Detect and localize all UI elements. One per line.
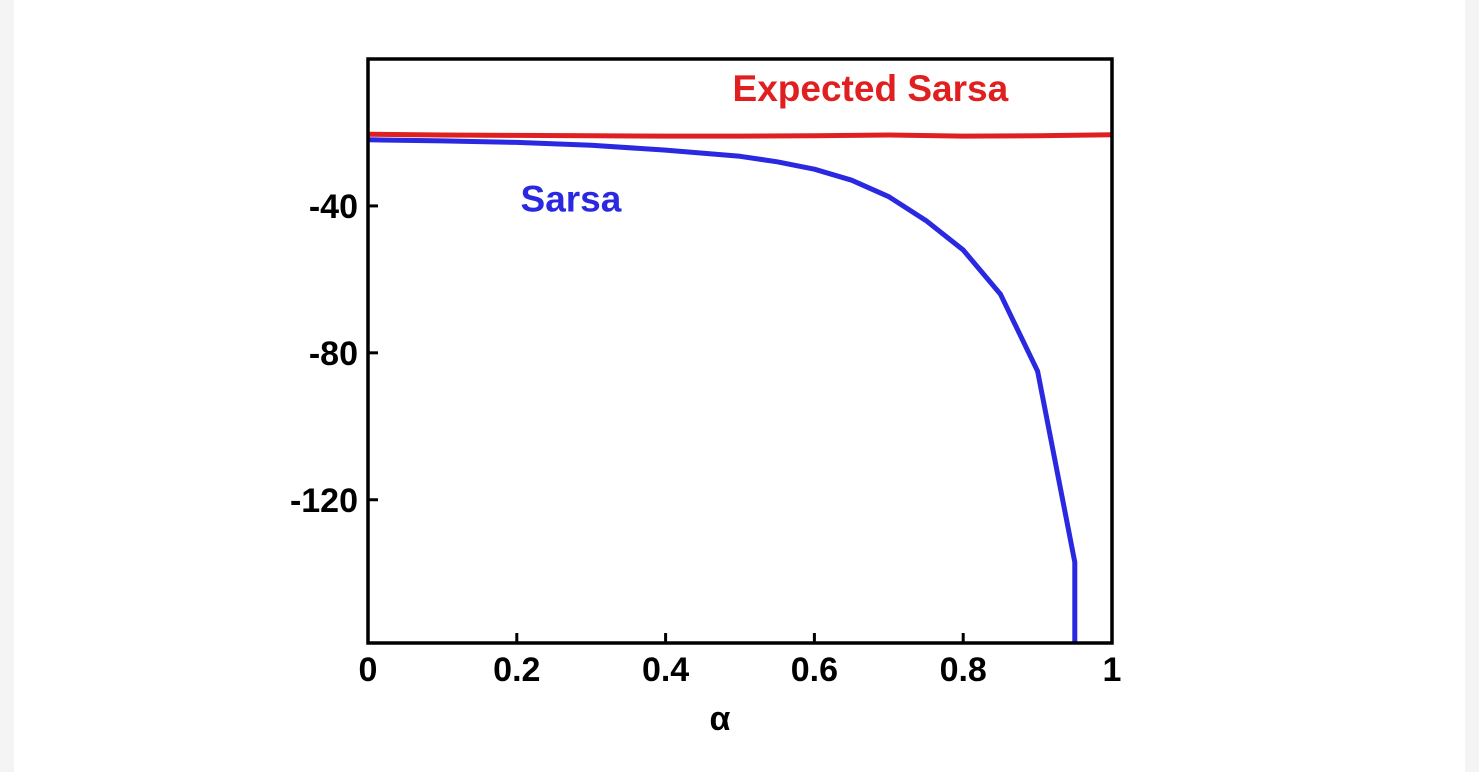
label-layer: 0 0.2 0.4 0.6 0.8 1 -40 -80 -120 α Expected Sarsa S… (290, 68, 1122, 738)
series-label-sarsa: Sarsa (521, 178, 622, 219)
x-tick-label: 0.2 (493, 651, 540, 689)
y-tick-label: -80 (309, 335, 358, 373)
series-label-expected-sarsa: Expected Sarsa (733, 68, 1009, 109)
series-line-sarsa (367, 137, 1078, 643)
y-tick-label: -40 (309, 188, 358, 226)
series-layer (367, 131, 1113, 643)
series-line-expected-sarsa (367, 131, 1113, 139)
y-tick-label: -120 (290, 482, 358, 520)
x-tick-label: 0.8 (940, 651, 987, 689)
x-tick-label: 0.6 (791, 651, 838, 689)
left-margin-shade (0, 0, 14, 772)
tick-layer (366, 204, 1114, 643)
x-tick-label: 0 (359, 651, 378, 689)
right-margin-shade (1465, 0, 1479, 772)
x-axis-title: α (710, 700, 731, 738)
x-tick-label: 1 (1103, 651, 1122, 689)
x-tick-label: 0.4 (642, 651, 689, 689)
plot-frame (366, 57, 1114, 645)
